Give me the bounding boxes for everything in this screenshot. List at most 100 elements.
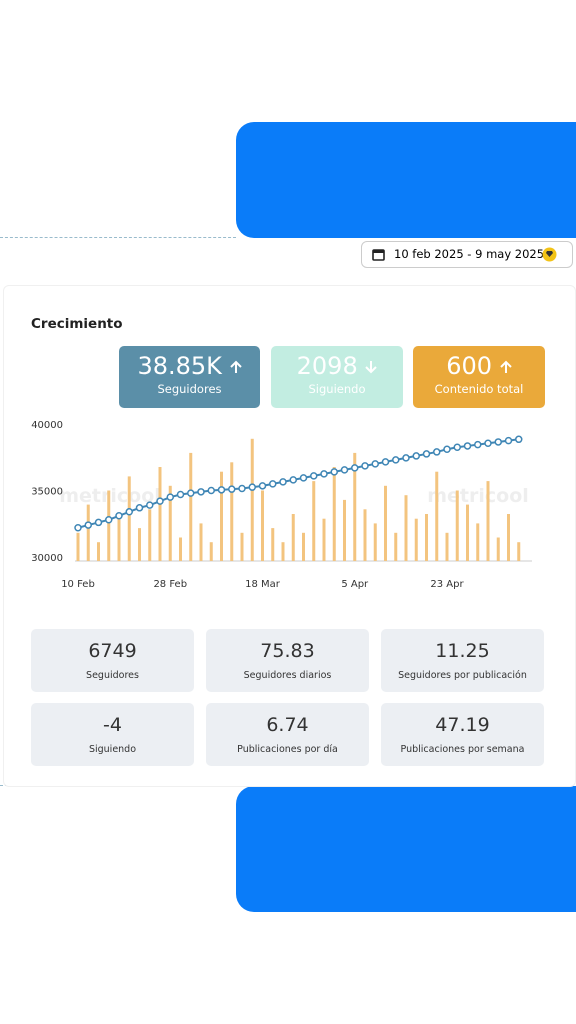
bar	[158, 467, 162, 561]
point	[433, 448, 441, 456]
bar	[107, 490, 111, 561]
bar	[168, 485, 172, 561]
stat-label: Publicaciones por día	[237, 744, 338, 755]
bar	[507, 514, 510, 561]
blue-shape	[236, 786, 576, 912]
point	[371, 460, 379, 468]
x-tick-label: 5 Apr	[341, 579, 369, 590]
bar	[404, 495, 408, 561]
bar	[261, 490, 264, 561]
point	[166, 493, 174, 501]
bar	[435, 471, 439, 561]
point	[279, 478, 287, 486]
kpi-value: 38.85K	[137, 352, 222, 380]
x-tick-label: 10 Feb	[61, 579, 95, 590]
point	[381, 458, 390, 466]
bar	[466, 504, 469, 561]
point	[289, 476, 297, 484]
premium-icon	[542, 247, 557, 262]
point	[197, 488, 205, 496]
bar	[199, 523, 203, 561]
point	[340, 466, 349, 474]
kpi-value: 2098	[296, 352, 358, 380]
bar	[117, 518, 121, 561]
stat-label: Seguidores	[86, 670, 139, 681]
y-tick-label: 40000	[31, 420, 63, 431]
bar	[271, 528, 275, 561]
bar	[476, 523, 480, 561]
point	[422, 450, 431, 458]
section-title: Crecimiento	[31, 316, 123, 332]
stat-card: 6749 Seguidores	[31, 629, 194, 692]
kpi-label: Siguiendo	[308, 382, 366, 396]
point	[125, 508, 133, 516]
point	[84, 521, 92, 529]
watermark: metricool	[427, 485, 529, 507]
point	[392, 456, 400, 464]
point	[248, 483, 256, 491]
point	[115, 512, 123, 520]
kpi-card: 2098 Siguiendo	[271, 346, 403, 408]
stat-value: -4	[103, 714, 122, 736]
bar	[138, 528, 141, 561]
arrow-down	[365, 361, 378, 374]
line	[77, 438, 519, 529]
point	[258, 482, 267, 490]
point	[74, 523, 82, 532]
point	[443, 445, 451, 454]
x-tick-label: 18 Mar	[245, 579, 281, 590]
arrow-up	[229, 360, 242, 373]
date-picker[interactable]: 10 feb 2025 - 9 may 2025	[361, 241, 573, 268]
stat-card: 6.74 Publicaciones por día	[206, 703, 369, 766]
bar	[291, 514, 295, 561]
blue-shape	[236, 122, 576, 238]
stat-card: 75.83 Seguidores diarios	[206, 629, 369, 692]
stat-card: 11.25 Seguidores por publicación	[381, 629, 544, 692]
stat-value: 6.74	[266, 714, 309, 736]
bar	[373, 523, 377, 561]
point	[351, 464, 359, 472]
point	[146, 501, 154, 509]
bar	[220, 471, 223, 561]
bar	[384, 485, 387, 561]
bar	[312, 481, 316, 561]
stat-value: 11.25	[435, 640, 490, 662]
bar	[322, 518, 326, 561]
point	[187, 489, 195, 497]
bar	[86, 504, 90, 561]
point	[176, 490, 185, 499]
stat-label: Seguidores diarios	[243, 670, 332, 681]
bar	[414, 518, 418, 561]
calendar-icon	[372, 249, 385, 261]
stat-card: -4 Siguiendo	[31, 703, 194, 766]
bar	[230, 462, 234, 561]
bar	[148, 509, 152, 561]
point	[320, 470, 328, 478]
point	[238, 484, 246, 493]
bar	[486, 481, 490, 561]
bar	[250, 438, 254, 561]
point	[269, 480, 277, 488]
point	[453, 443, 461, 452]
bar	[127, 476, 131, 561]
kpi-value: 600	[446, 352, 493, 380]
bar	[179, 537, 182, 561]
stat-label: Publicaciones por semana	[400, 744, 525, 755]
point	[515, 435, 523, 444]
point	[361, 462, 369, 470]
point	[412, 452, 420, 460]
kpi-label: Contenido total	[434, 382, 524, 396]
bar	[343, 499, 346, 561]
bar	[425, 514, 428, 561]
date-range: 10 feb 2025 - 9 may 2025	[394, 247, 545, 261]
point	[105, 516, 113, 524]
y-tick-label: 35000	[31, 487, 63, 498]
bar	[97, 542, 100, 561]
bar	[240, 532, 244, 561]
stat-label: Siguiendo	[88, 744, 137, 755]
kpi-label: Seguidores	[157, 382, 222, 396]
bar	[496, 537, 500, 561]
stat-value: 6749	[88, 640, 137, 662]
point	[299, 474, 308, 482]
